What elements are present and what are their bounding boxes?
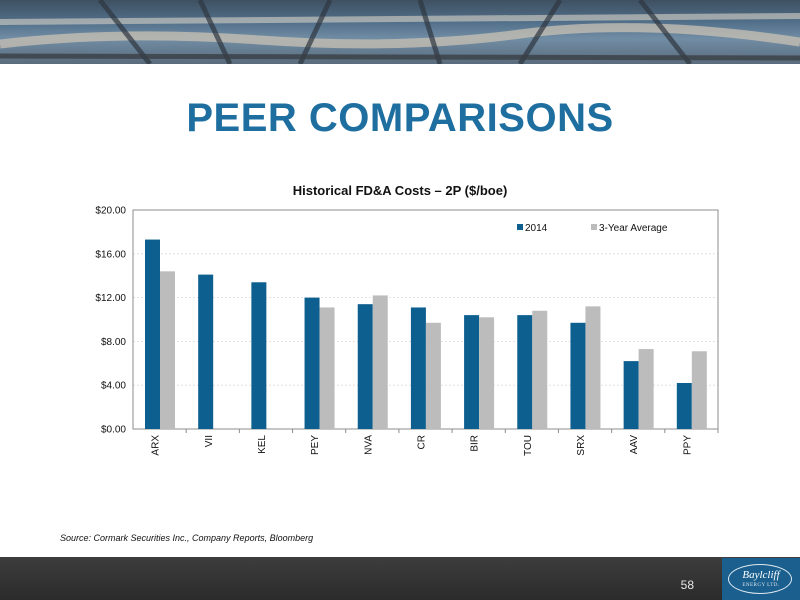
bar-2014 (251, 282, 267, 429)
bar-2014 (676, 383, 692, 429)
source-note: Source: Cormark Securities Inc., Company… (60, 533, 314, 543)
bar-3yr-avg (691, 351, 707, 429)
chart-title: Historical FD&A Costs – 2P ($/boe) (292, 183, 508, 198)
page-number: 58 (680, 578, 694, 592)
y-tick-label: $12.00 (95, 293, 126, 304)
bar-2014 (357, 304, 373, 429)
bar-2014 (570, 322, 586, 429)
bar-2014 (304, 297, 320, 429)
y-tick-label: $4.00 (101, 381, 126, 392)
x-category-label: TOU (523, 435, 534, 456)
x-category-label: AAV (629, 435, 640, 455)
bar-2014 (517, 315, 533, 429)
x-category-label: BIR (470, 435, 481, 452)
y-tick-label: $8.00 (101, 337, 126, 348)
logo-name: Baylcliff (742, 569, 780, 581)
page-title: PEER COMPARISONS (186, 96, 614, 140)
industrial-pipes-image (0, 0, 800, 64)
y-tick-label: $20.00 (95, 206, 126, 217)
legend-swatch (517, 224, 523, 230)
bar-2014 (464, 315, 480, 429)
bar-2014 (198, 274, 214, 429)
bar-3yr-avg (532, 310, 548, 429)
bar-2014 (145, 239, 160, 429)
bar-2014 (623, 361, 639, 429)
footer-band (0, 557, 800, 600)
x-category-label: CR (417, 435, 428, 449)
x-category-label: PEY (310, 435, 321, 455)
legend-label: 2014 (525, 223, 548, 234)
legend-label: 3-Year Average (599, 223, 668, 234)
logo-subtitle: ENERGY LTD. (742, 583, 780, 588)
x-category-label: SRX (576, 435, 587, 456)
legend-swatch (591, 224, 597, 230)
bar-2014 (410, 307, 426, 429)
bar-chart: $0.00 $4.00 $8.00 $12.00 $16.00 $20.00 ARX VII K… (95, 206, 719, 456)
bar-3yr-avg (585, 306, 601, 429)
bar-3yr-avg (160, 271, 175, 429)
bar-3yr-avg (479, 317, 495, 429)
bar-3yr-avg (425, 322, 441, 429)
bar-3yr-avg (319, 307, 335, 429)
x-category-label: VII (204, 435, 215, 447)
y-tick-label: $16.00 (95, 249, 126, 260)
y-tick-label: $0.00 (101, 425, 126, 436)
x-category-label: KEL (257, 435, 268, 454)
bar-3yr-avg (372, 295, 388, 429)
x-category-label: PPY (682, 435, 693, 455)
header-photo-band (0, 0, 800, 64)
x-category-label: NVA (363, 435, 374, 455)
bar-3yr-avg (638, 349, 654, 429)
x-category-label: ARX (151, 435, 162, 456)
logo-ellipse-shape (728, 564, 792, 594)
company-logo: Baylcliff ENERGY LTD. (722, 558, 800, 600)
